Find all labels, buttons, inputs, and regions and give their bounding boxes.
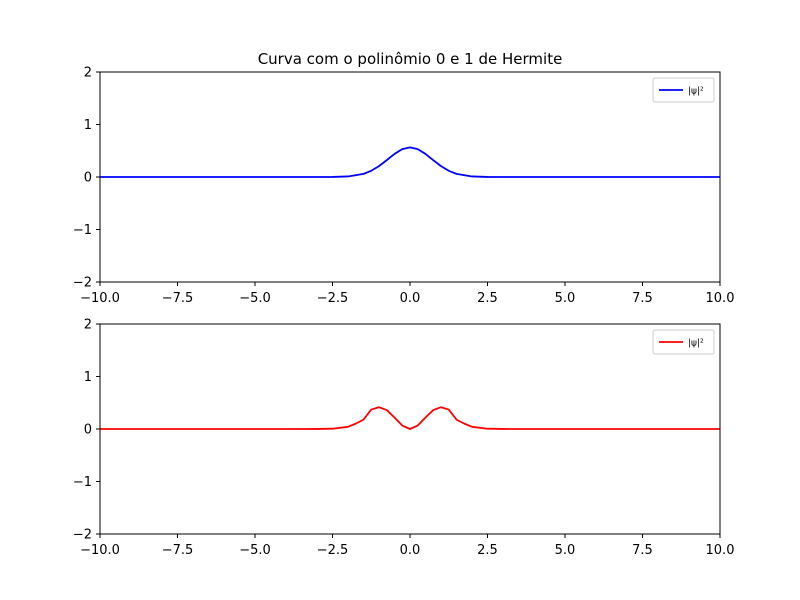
y-tick-label: −1 [73, 475, 92, 490]
x-tick-label: −2.5 [317, 291, 349, 306]
x-tick-label: 5.0 [555, 543, 576, 558]
x-tick-label: −5.0 [239, 543, 271, 558]
y-tick-label: 2 [84, 318, 92, 333]
x-tick-label: 7.5 [632, 543, 653, 558]
y-tick-label: −2 [73, 528, 92, 543]
series-line-0-0 [100, 146, 720, 178]
x-tick-label: 2.5 [477, 291, 498, 306]
y-tick-label: −2 [73, 276, 92, 291]
y-tick-label: 0 [84, 423, 92, 438]
x-tick-label: 7.5 [632, 291, 653, 306]
x-tick-label: 5.0 [555, 291, 576, 306]
y-tick-label: 1 [84, 370, 92, 385]
legend: |ψ|² [652, 77, 715, 103]
x-tick-label: 0.0 [400, 543, 421, 558]
x-tick-label: 0.0 [400, 291, 421, 306]
legend-label: |ψ|² [688, 87, 704, 97]
x-tick-label: −10.0 [80, 291, 120, 306]
axes-bottom: −10.0 −7.5 −5.0 −2.5 0.0 2.5 5.0 7.5 10.0 −2 −1 0 1 2… [73, 318, 735, 559]
series-line-1-0 [100, 406, 720, 430]
x-tick-label: −7.5 [162, 291, 194, 306]
y-tick-label: 2 [84, 66, 92, 81]
x-tick-label: 2.5 [477, 543, 498, 558]
x-tick-label: −7.5 [162, 543, 194, 558]
legend: |ψ|² [652, 329, 715, 355]
legend-box [652, 329, 715, 355]
axes-top: −10.0 −7.5 −5.0 −2.5 0.0 2.5 5.0 7.5 10.0 −2 −1 0 1 2… [73, 66, 735, 307]
legend-label: |ψ|² [688, 339, 704, 349]
y-tick-label: −1 [73, 223, 92, 238]
x-tick-label: −2.5 [317, 543, 349, 558]
legend-box [652, 77, 715, 103]
y-tick-label: 1 [84, 118, 92, 133]
x-tick-label: −10.0 [80, 543, 120, 558]
chart-title: Curva com o polinômio 0 e 1 de Hermite [258, 50, 563, 68]
x-tick-label: 10.0 [706, 291, 735, 306]
x-tick-label: −5.0 [239, 291, 271, 306]
x-tick-label: 10.0 [706, 543, 735, 558]
y-tick-label: 0 [84, 171, 92, 186]
